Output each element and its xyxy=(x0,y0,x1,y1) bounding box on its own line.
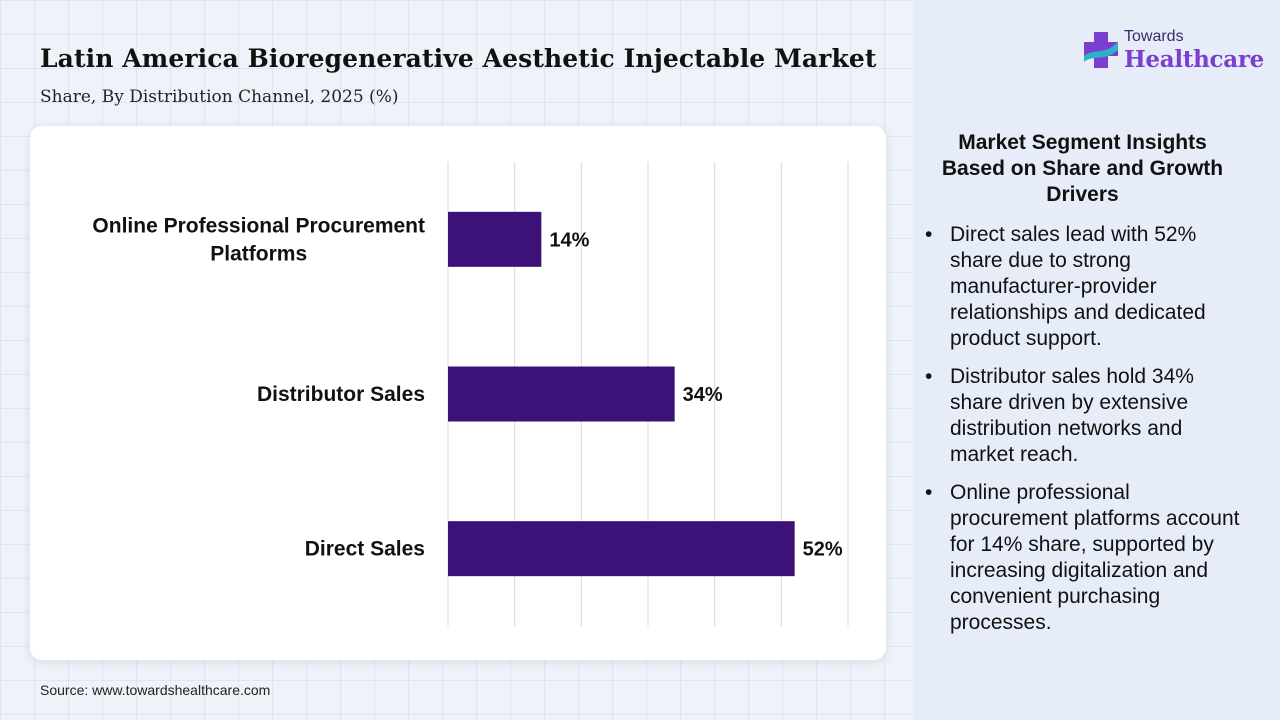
data-label: 14% xyxy=(549,229,589,251)
insight-text: Direct sales lead with 52% share due to … xyxy=(950,223,1206,350)
data-label: 52% xyxy=(803,539,843,561)
insight-item: • Direct sales lead with 52% share due to… xyxy=(925,222,1250,352)
chart-card: 14% Online Professional Procurement Platfo… xyxy=(30,126,886,660)
page-title: Latin America Bioregenerative Aesthetic … xyxy=(40,44,877,73)
category-label: Direct Sales xyxy=(305,538,425,561)
data-label: 34% xyxy=(683,384,723,406)
insight-item: • Online professional procurement platfor… xyxy=(925,480,1250,636)
towards-healthcare-logo: Towards Healthcare xyxy=(1082,26,1265,78)
bar xyxy=(448,366,675,422)
insights-list: • Direct sales lead with 52% share due to… xyxy=(925,222,1250,648)
insight-text: Online professional procurement platform… xyxy=(950,481,1240,634)
medical-cross-icon xyxy=(1084,32,1118,68)
insights-title: Market Segment Insights Based on Share a… xyxy=(941,131,1224,206)
bar xyxy=(448,521,795,577)
bullet: • xyxy=(925,365,933,388)
category-label: Online Professional Procurement Platforms xyxy=(92,214,425,265)
logo-main-text: Healthcare xyxy=(1124,46,1265,73)
bullet: • xyxy=(925,223,933,246)
category-label: Distributor Sales xyxy=(257,383,425,406)
insights-panel xyxy=(913,0,1280,720)
insight-item: • Distributor sales hold 34% share driven… xyxy=(925,364,1250,468)
logo-top-text: Towards xyxy=(1124,28,1184,45)
bullet: • xyxy=(925,481,933,504)
source-note: Source: www.towardshealthcare.com xyxy=(40,682,271,698)
page-subtitle: Share, By Distribution Channel, 2025 (%) xyxy=(40,87,399,107)
bar-chart: 14% Online Professional Procurement Platfo… xyxy=(92,162,849,626)
insight-text: Distributor sales hold 34% share driven … xyxy=(950,365,1194,466)
bar xyxy=(448,211,542,267)
